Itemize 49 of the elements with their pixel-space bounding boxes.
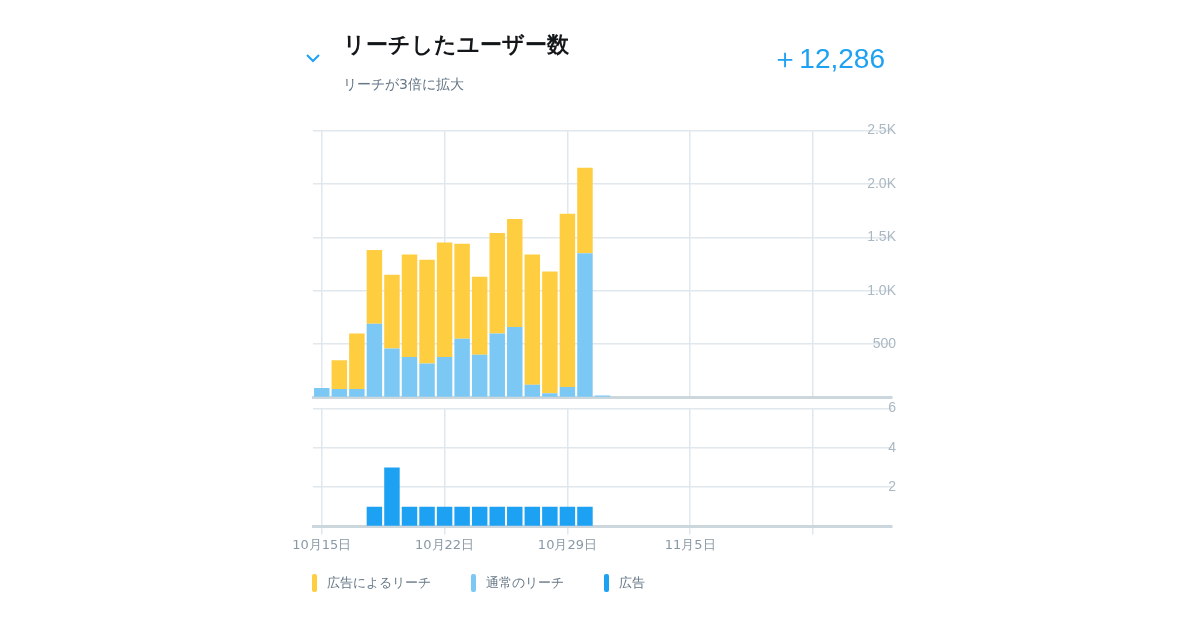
legend-label: 広告によるリーチ [327,574,431,592]
bar [436,356,453,397]
bar [524,254,541,385]
bar [559,213,576,387]
x-tick-label: 11月5日 [664,536,716,552]
text: ＋12,286 [771,42,885,76]
chart-title: リーチしたユーザー数 [343,31,569,59]
y-tick-label: 500 [872,335,897,352]
y-tick-label: 1.5K [867,228,897,245]
bar [489,333,505,397]
legend-label: 通常のリーチ [486,574,564,592]
bar [401,356,418,397]
y-tick-label: 2.5K [867,121,897,138]
bar [454,243,470,339]
y-tick-label: 4 [888,438,897,455]
chart-subtitle: リーチが3倍に拡大 [343,76,464,94]
bar [366,323,383,397]
bar [471,354,488,397]
bar [507,219,523,328]
x-tick-label: 10月22日 [415,536,475,552]
bar [577,253,593,397]
y-tick-label: 2 [888,477,897,494]
y-tick-label: 6 [888,399,897,416]
bar [524,384,541,397]
bar [349,389,365,397]
x-tick-label: 10月15日 [292,536,352,552]
y-tick-label: 2.0K [867,174,897,191]
bar [471,276,488,355]
bar [436,242,453,357]
x-tick-label: 10月29日 [537,536,597,552]
bar [331,389,348,397]
bar [384,274,400,349]
bar [419,259,435,364]
y-tick-label: 1.0K [867,281,897,298]
bar [331,360,348,390]
bar [366,250,383,324]
bar [542,393,558,397]
bar [401,254,418,357]
bar [542,271,558,394]
bar [349,333,365,390]
bar [577,167,593,254]
bar [419,363,435,397]
legend-label: 広告 [619,574,645,592]
bar [507,327,523,397]
bar [489,233,505,334]
bar [314,387,330,397]
bar [384,348,400,397]
bar [559,386,576,397]
bar [454,338,470,397]
